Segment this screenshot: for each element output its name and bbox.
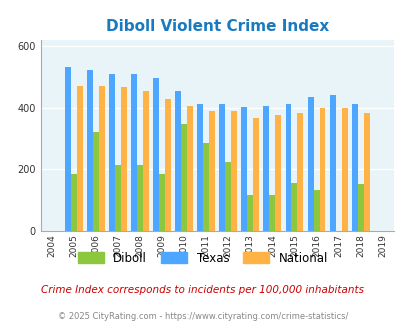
Bar [307, 97, 313, 231]
Legend: Diboll, Texas, National: Diboll, Texas, National [73, 247, 332, 269]
Text: Crime Index corresponds to incidents per 100,000 inhabitants: Crime Index corresponds to incidents per… [41, 285, 364, 295]
Bar [115, 165, 121, 231]
Bar [209, 111, 215, 231]
Bar [202, 143, 209, 231]
Bar [153, 78, 159, 231]
Bar [219, 104, 225, 231]
Bar [357, 184, 363, 231]
Bar [329, 95, 335, 231]
Bar [197, 104, 202, 231]
Bar [70, 174, 77, 231]
Bar [247, 195, 253, 231]
Bar [109, 74, 115, 231]
Bar [363, 113, 369, 231]
Bar [269, 195, 275, 231]
Title: Diboll Violent Crime Index: Diboll Violent Crime Index [105, 19, 328, 34]
Bar [187, 106, 192, 231]
Bar [319, 108, 325, 231]
Bar [175, 90, 181, 231]
Bar [164, 99, 171, 231]
Bar [98, 86, 104, 231]
Bar [121, 87, 126, 231]
Bar [253, 118, 259, 231]
Bar [159, 174, 164, 231]
Bar [291, 183, 297, 231]
Bar [136, 165, 143, 231]
Bar [65, 67, 70, 231]
Text: © 2025 CityRating.com - https://www.cityrating.com/crime-statistics/: © 2025 CityRating.com - https://www.city… [58, 312, 347, 321]
Bar [225, 162, 231, 231]
Bar [285, 104, 291, 231]
Bar [241, 107, 247, 231]
Bar [131, 74, 136, 231]
Bar [77, 86, 83, 231]
Bar [87, 71, 93, 231]
Bar [93, 132, 98, 231]
Bar [341, 109, 347, 231]
Bar [181, 124, 187, 231]
Bar [231, 111, 237, 231]
Bar [275, 115, 281, 231]
Bar [263, 106, 269, 231]
Bar [351, 104, 357, 231]
Bar [297, 113, 303, 231]
Bar [143, 90, 149, 231]
Bar [313, 190, 319, 231]
